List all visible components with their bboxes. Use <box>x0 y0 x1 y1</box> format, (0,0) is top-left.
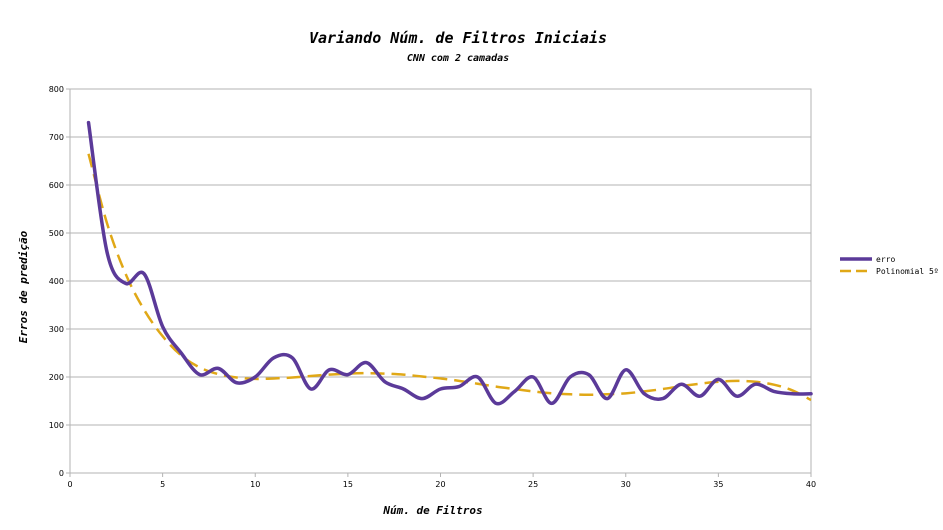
chart-title: Variando Núm. de Filtros Iniciais <box>309 29 607 47</box>
chart-subtitle: CNN com 2 camadas <box>407 53 509 64</box>
x-tick-label: 20 <box>435 480 445 489</box>
y-tick-label: 500 <box>49 229 64 238</box>
x-tick-label: 40 <box>806 480 816 489</box>
y-tick-label: 0 <box>59 469 64 478</box>
x-tick-label: 15 <box>343 480 353 489</box>
x-axis-title: Núm. de Filtros <box>382 504 482 517</box>
series-group <box>86 120 813 406</box>
grid-lines <box>70 88 811 474</box>
x-tick-label: 5 <box>160 480 165 489</box>
legend-label-polinomial: Polinomial 5º <box>876 267 939 276</box>
y-tick-label: 300 <box>49 325 64 334</box>
x-tick-label: 25 <box>528 480 538 489</box>
x-tick-label: 35 <box>713 480 723 489</box>
y-tick-label: 400 <box>49 277 64 286</box>
y-tick-label: 100 <box>49 421 64 430</box>
series-line-erro <box>86 120 813 406</box>
y-axis-title: Erros de predição <box>17 230 30 343</box>
series-line-polinomial <box>87 153 812 402</box>
y-axis-ticks: 0 100 200 300 400 500 600 700 800 <box>49 85 70 478</box>
y-tick-label: 200 <box>49 373 64 382</box>
legend: erro Polinomial 5º <box>840 255 939 276</box>
y-tick-label: 800 <box>49 85 64 94</box>
y-tick-label: 700 <box>49 133 64 142</box>
x-axis-ticks: 0 5 10 15 20 25 30 35 40 <box>67 473 816 489</box>
x-tick-label: 10 <box>250 480 260 489</box>
y-tick-label: 600 <box>49 181 64 190</box>
x-tick-label: 30 <box>621 480 631 489</box>
legend-label-erro: erro <box>876 255 895 264</box>
x-tick-label: 0 <box>67 480 72 489</box>
